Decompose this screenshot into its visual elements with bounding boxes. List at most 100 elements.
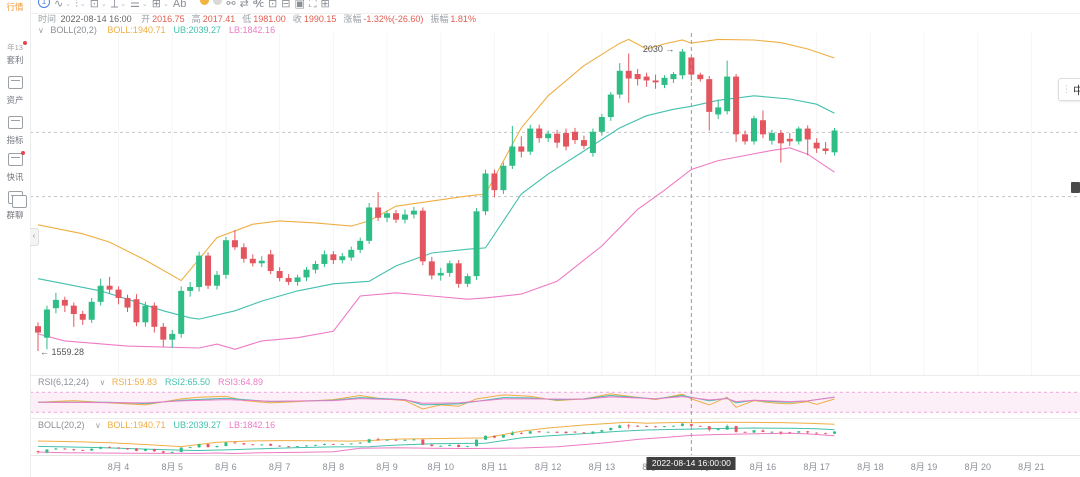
indicator-value: RSI2:65.50 [164, 377, 210, 387]
scrollbar-thumb[interactable] [1071, 182, 1080, 193]
axis-day-label: 8月 16 [749, 462, 777, 472]
axis-day-label: 8月 13 [588, 462, 616, 472]
crosshair-time-tooltip: 2022-08-14 16:00:00 [646, 457, 736, 470]
axis-day-label: 8月 6 [215, 462, 237, 472]
indicator-value: RSI1:59.83 [111, 377, 157, 387]
indicator-icon[interactable]: ☰ ⌄ [130, 0, 148, 10]
text-tool-icon[interactable]: Ab [172, 0, 187, 10]
sidebar-item-chat[interactable]: 群聊 [0, 191, 30, 220]
axis-day-label: 8月 7 [268, 462, 291, 472]
axis-day-label: 8月 9 [376, 462, 398, 472]
yield-badge: 年13 [7, 41, 27, 52]
notification-dot [20, 151, 25, 155]
chart-toolbar: 1 ∿ ⌄ ⫶ ⌄ ⊡ ⌄ ⟂ ⌄ ☰ ⌄ ⊞ ⌄ Ab ⚯ ⇄ ℀ ⊡ ⊟ ▣ ⛶ ⊞ [30, 0, 1080, 14]
ohlc-field-value: -1.32%(-26.60) [363, 14, 424, 24]
ohlc-field-label: 开 [141, 14, 151, 24]
indicator-value: UB:2039.27 [173, 25, 222, 35]
timeframe-icon[interactable]: ∿ ⌄ [54, 0, 72, 10]
sidebar-item-indicator[interactable]: 指标 [0, 116, 30, 145]
indicator-value: LB:1842.16 [229, 25, 276, 35]
indicator-value: BOLL:1940.71 [107, 420, 166, 430]
language-side-button[interactable]: ⋮ 中 [1058, 78, 1080, 101]
main-indicator-bar: ∨ BOLL(20,2) BOLL:1940.71 UB:2039.27 LB:18… [38, 25, 283, 35]
notification-dot [22, 41, 27, 45]
axis-day-label: 8月 20 [964, 462, 992, 472]
sidebar-item-label: 快讯 [6, 172, 24, 182]
sidebar-collapse-handle[interactable]: ‹ [30, 228, 39, 246]
window-icon[interactable]: ⊡ [268, 0, 278, 10]
swap-icon[interactable]: ⇄ [239, 0, 249, 10]
chat-icon [7, 191, 27, 208]
axis-day-label: 8月 4 [107, 462, 130, 472]
sidebar-item-label: 套利 [6, 55, 24, 65]
sidebar-item-label: 资产 [6, 95, 24, 105]
chevron-down-icon[interactable]: ∨ [95, 421, 101, 430]
theme-icon[interactable] [213, 0, 223, 5]
indicator-value: BOLL:1940.71 [107, 25, 166, 35]
sidebar-item-label: 指标 [6, 135, 24, 145]
time-value: 2022-08-14 16:00 [60, 14, 132, 24]
chevron-down-icon[interactable]: ∨ [38, 26, 44, 35]
axis-day-label: 8月 17 [803, 462, 830, 472]
ohlc-field-value: 1.81% [450, 14, 476, 24]
emoji-icon[interactable] [200, 0, 210, 5]
axis-day-label: 8月 12 [534, 462, 562, 472]
ohlc-field-value: 1990.15 [303, 14, 337, 24]
time-label: 时间 [38, 14, 57, 24]
sidebar-item-assets[interactable]: 资产 [0, 76, 30, 105]
ohlc-field-label: 高 [191, 14, 201, 24]
badge-1-icon[interactable]: 1 [38, 0, 50, 8]
ohlc-info-bar: 时间 2022-08-14 16:00 开 2016.75 高 2017.41 低 198… [38, 14, 483, 25]
axis-day-label: 8月 21 [1018, 462, 1045, 472]
ohlc-field-value: 2017.41 [202, 14, 236, 24]
panel-icon[interactable]: ⊟ [281, 0, 291, 10]
ohlc-field-label: 振幅 [430, 14, 449, 24]
expand-icon[interactable]: ⛶ [308, 0, 317, 10]
ohlc-field-label: 低 [242, 14, 252, 24]
drawing-tool-icon[interactable]: ⟂ ⌄ [110, 0, 127, 10]
sidebar-item-arbitrage[interactable]: 年13 套利 [0, 37, 30, 65]
main-candlestick-chart[interactable]: 2030 → ← 1559.28 [30, 33, 1080, 375]
boll-name[interactable]: BOLL(20,2) [38, 420, 85, 430]
indicator-name[interactable]: BOLL(20,2) [50, 25, 97, 35]
ohlc-field-value: 2016.75 [152, 14, 185, 24]
indicator-value: RSI3:64.89 [217, 377, 264, 387]
axis-day-label: 8月 11 [481, 462, 508, 472]
layout-icon[interactable]: ⊞ ⌄ [151, 0, 169, 10]
svg-text:← 1559.28: ← 1559.28 [40, 347, 84, 357]
save-icon[interactable]: ▣ [294, 0, 305, 10]
side-button-label: 中 [1073, 84, 1080, 97]
assets-icon [7, 76, 23, 89]
left-sidebar: 行情年13 套利资产指标快讯群聊 [0, 0, 31, 477]
chevron-down-icon[interactable]: ∨ [99, 378, 106, 387]
ohlc-field-value: 1981.00 [253, 14, 286, 24]
news-icon [7, 151, 25, 166]
ohlc-field-label: 涨幅 [343, 14, 362, 24]
screenshot-icon[interactable]: ⊞ [320, 0, 330, 10]
time-axis[interactable]: 2022-08-14 16:00:00 8月 4 8月 5 8月 6 8月 7 8月 8… [30, 455, 1080, 477]
sidebar-item-label: 行情 [6, 2, 24, 12]
compare-icon[interactable]: ⊡ ⌄ [89, 0, 107, 10]
axis-day-label: 8月 5 [161, 462, 184, 472]
indicator-value: LB:1842.16 [229, 420, 276, 430]
percent-icon[interactable]: ℀ [252, 0, 264, 10]
svg-text:2030 →: 2030 → [643, 44, 675, 54]
rsi-pane-header: RSI(6,12,24) ∨ RSI1:59.83 RSI2:65.50 RSI3:… [38, 377, 271, 388]
indicator-value: UB:2039.27 [173, 420, 222, 430]
boll-pane-header: BOLL(20,2) ∨ BOLL:1940.71 UB:2039.27 LB:18… [38, 420, 283, 431]
axis-day-label: 8月 18 [857, 462, 884, 472]
indicator-icon [7, 116, 23, 129]
sidebar-item-label: 群聊 [6, 210, 24, 220]
boll-pane[interactable] [30, 418, 1080, 455]
sidebar-item-news[interactable]: 快讯 [0, 151, 30, 182]
ohlc-field-label: 收 [292, 14, 302, 24]
sidebar-item-market[interactable]: 行情 [0, 2, 30, 12]
rsi-pane[interactable] [30, 375, 1080, 418]
axis-day-label: 8月 8 [322, 462, 345, 472]
rsi-name[interactable]: RSI(6,12,24) [38, 377, 90, 387]
axis-day-label: 8月 10 [427, 462, 455, 472]
axis-day-label: 8月 19 [910, 462, 938, 472]
chart-type-icon[interactable]: ⫶ ⌄ [75, 0, 86, 10]
link-icon[interactable]: ⚯ [226, 0, 236, 10]
